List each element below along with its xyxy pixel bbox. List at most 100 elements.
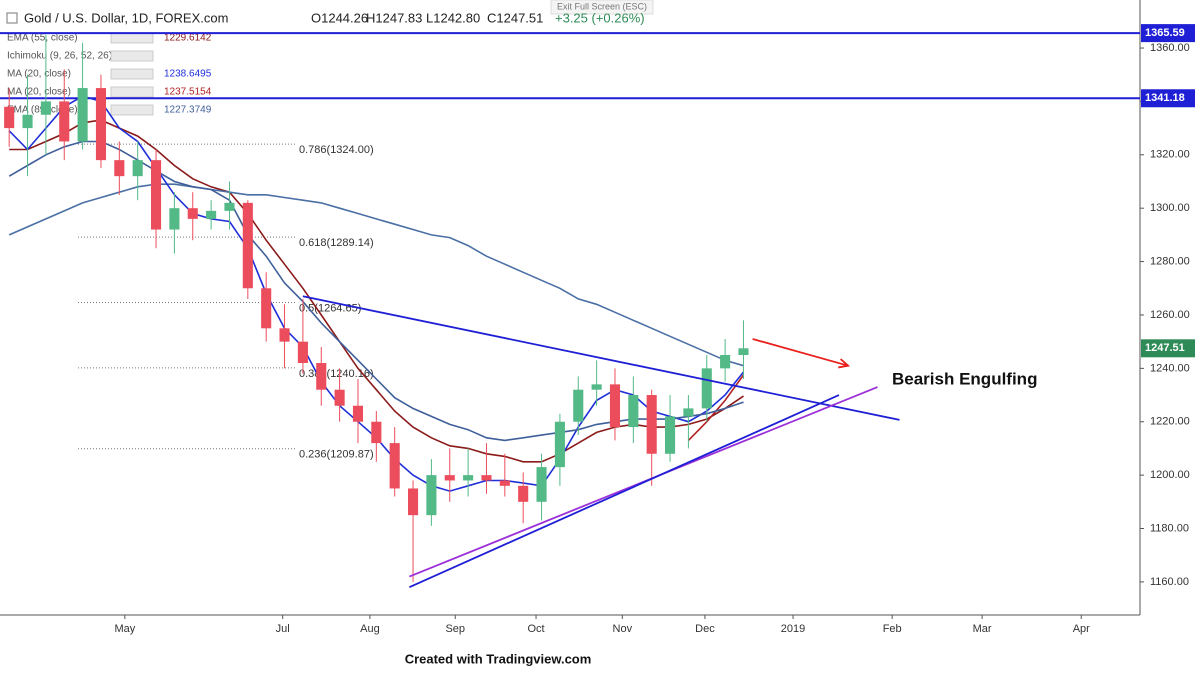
candle-body bbox=[371, 421, 382, 444]
ohlc-open: O1244.26 bbox=[311, 10, 368, 25]
y-tick-label: 1320.00 bbox=[1150, 149, 1190, 161]
legend-controls bbox=[110, 50, 154, 62]
y-tick-label: 1180.00 bbox=[1150, 522, 1189, 534]
candle-body bbox=[463, 475, 474, 481]
legend-name: EMA (55, close) bbox=[7, 33, 78, 44]
y-tick-label: 1200.00 bbox=[1150, 469, 1190, 481]
x-tick-label: Apr bbox=[1073, 623, 1090, 635]
indicator-line bbox=[9, 119, 744, 463]
candle-body bbox=[389, 443, 400, 489]
candle-body bbox=[95, 88, 107, 161]
candle-body bbox=[187, 208, 198, 219]
collapse-icon[interactable] bbox=[6, 12, 18, 24]
candle-body bbox=[150, 160, 162, 230]
candle-body bbox=[426, 475, 437, 516]
trendline bbox=[752, 338, 849, 367]
x-tick-label: Feb bbox=[883, 623, 902, 635]
candle-body bbox=[573, 389, 584, 422]
candle-body bbox=[132, 160, 143, 177]
legend-controls bbox=[110, 86, 154, 98]
candle-body bbox=[59, 101, 70, 142]
candle-body bbox=[609, 384, 621, 428]
legend-name: Ichimoku (9, 26, 52, 26) bbox=[7, 51, 112, 62]
legend-value: 1229.6142 bbox=[164, 33, 212, 44]
x-tick-label: Jul bbox=[276, 623, 290, 635]
candle-body bbox=[316, 363, 327, 390]
candle-body bbox=[738, 348, 749, 356]
y-tick-label: 1280.00 bbox=[1150, 255, 1190, 267]
x-tick-label: Aug bbox=[360, 623, 380, 635]
legend-value: 1227.3749 bbox=[164, 105, 212, 116]
candle-body bbox=[720, 355, 731, 369]
last-price-tag bbox=[1141, 339, 1195, 358]
y-tick-label: 1300.00 bbox=[1150, 202, 1190, 214]
candle-body bbox=[261, 288, 272, 329]
candle-body bbox=[169, 208, 180, 230]
legend-controls bbox=[110, 104, 154, 116]
candle-body bbox=[297, 341, 308, 364]
candle-body bbox=[407, 488, 419, 516]
x-tick-label: Sep bbox=[445, 623, 465, 635]
indicator-line bbox=[8, 140, 744, 442]
change: +3.25 (+0.26%) bbox=[555, 10, 645, 25]
fib-label: 0.786(1324.00) bbox=[299, 144, 374, 156]
exit-button[interactable] bbox=[550, 0, 654, 15]
candle-body bbox=[536, 467, 547, 502]
legend-controls bbox=[110, 68, 154, 80]
x-tick-label: Nov bbox=[613, 623, 633, 635]
footer: Created with Tradingview.com bbox=[405, 651, 592, 666]
fib-label: 0.618(1289.14) bbox=[299, 237, 374, 249]
x-tick-label: 2019 bbox=[781, 623, 805, 635]
candle-body bbox=[554, 421, 565, 468]
legend-name: MA (20, close) bbox=[7, 87, 71, 98]
candle-body bbox=[224, 202, 235, 211]
arrow-head bbox=[838, 358, 851, 369]
candle-body bbox=[334, 389, 345, 406]
candle-body bbox=[40, 101, 51, 115]
x-tick-label: May bbox=[114, 623, 135, 635]
candle-body bbox=[665, 416, 676, 454]
legend-value: 1237.5154 bbox=[164, 87, 212, 98]
candle-body bbox=[4, 106, 15, 129]
candle-body bbox=[683, 408, 694, 417]
last-price-label: 1247.51 bbox=[1145, 342, 1185, 354]
exit-button-label[interactable]: Exit Full Screen (ESC) bbox=[557, 1, 647, 11]
legend-controls bbox=[110, 32, 154, 44]
ohlc-close: C1247.51 bbox=[487, 10, 543, 25]
candle-body bbox=[518, 485, 529, 502]
x-tick-label: Oct bbox=[527, 623, 544, 635]
candle-body bbox=[206, 210, 217, 219]
price-tag-label: 1365.59 bbox=[1145, 27, 1185, 39]
price-tag bbox=[1141, 89, 1195, 108]
ohlc-low: L1242.80 bbox=[426, 10, 480, 25]
candle-body bbox=[77, 88, 88, 142]
price-tag bbox=[1141, 24, 1195, 43]
candle-body bbox=[114, 160, 125, 177]
price-tag-label: 1341.18 bbox=[1145, 92, 1185, 104]
x-tick-label: Mar bbox=[973, 623, 992, 635]
candle-body bbox=[628, 395, 639, 428]
candle-body bbox=[352, 405, 364, 422]
y-tick-label: 1260.00 bbox=[1150, 309, 1190, 321]
y-tick-label: 1220.00 bbox=[1150, 416, 1190, 428]
candle-body bbox=[591, 384, 602, 390]
legend-name: MA (20, close) bbox=[7, 69, 71, 80]
ohlc-high: H1247.83 bbox=[366, 10, 422, 25]
candle-body bbox=[701, 368, 712, 409]
candle-body bbox=[481, 475, 492, 481]
trendline bbox=[302, 295, 900, 421]
candle-body bbox=[646, 395, 657, 454]
legend-value: 1238.6495 bbox=[164, 69, 212, 80]
y-tick-label: 1240.00 bbox=[1150, 362, 1190, 374]
x-tick-label: Dec bbox=[695, 623, 715, 635]
candle-body bbox=[499, 480, 510, 486]
candle-body bbox=[279, 328, 290, 342]
candle-body bbox=[22, 114, 33, 129]
annotation: Bearish Engulfing bbox=[892, 369, 1037, 388]
fib-label: 0.236(1209.87) bbox=[299, 449, 374, 461]
y-tick-label: 1160.00 bbox=[1150, 576, 1189, 588]
trendline bbox=[409, 394, 840, 589]
